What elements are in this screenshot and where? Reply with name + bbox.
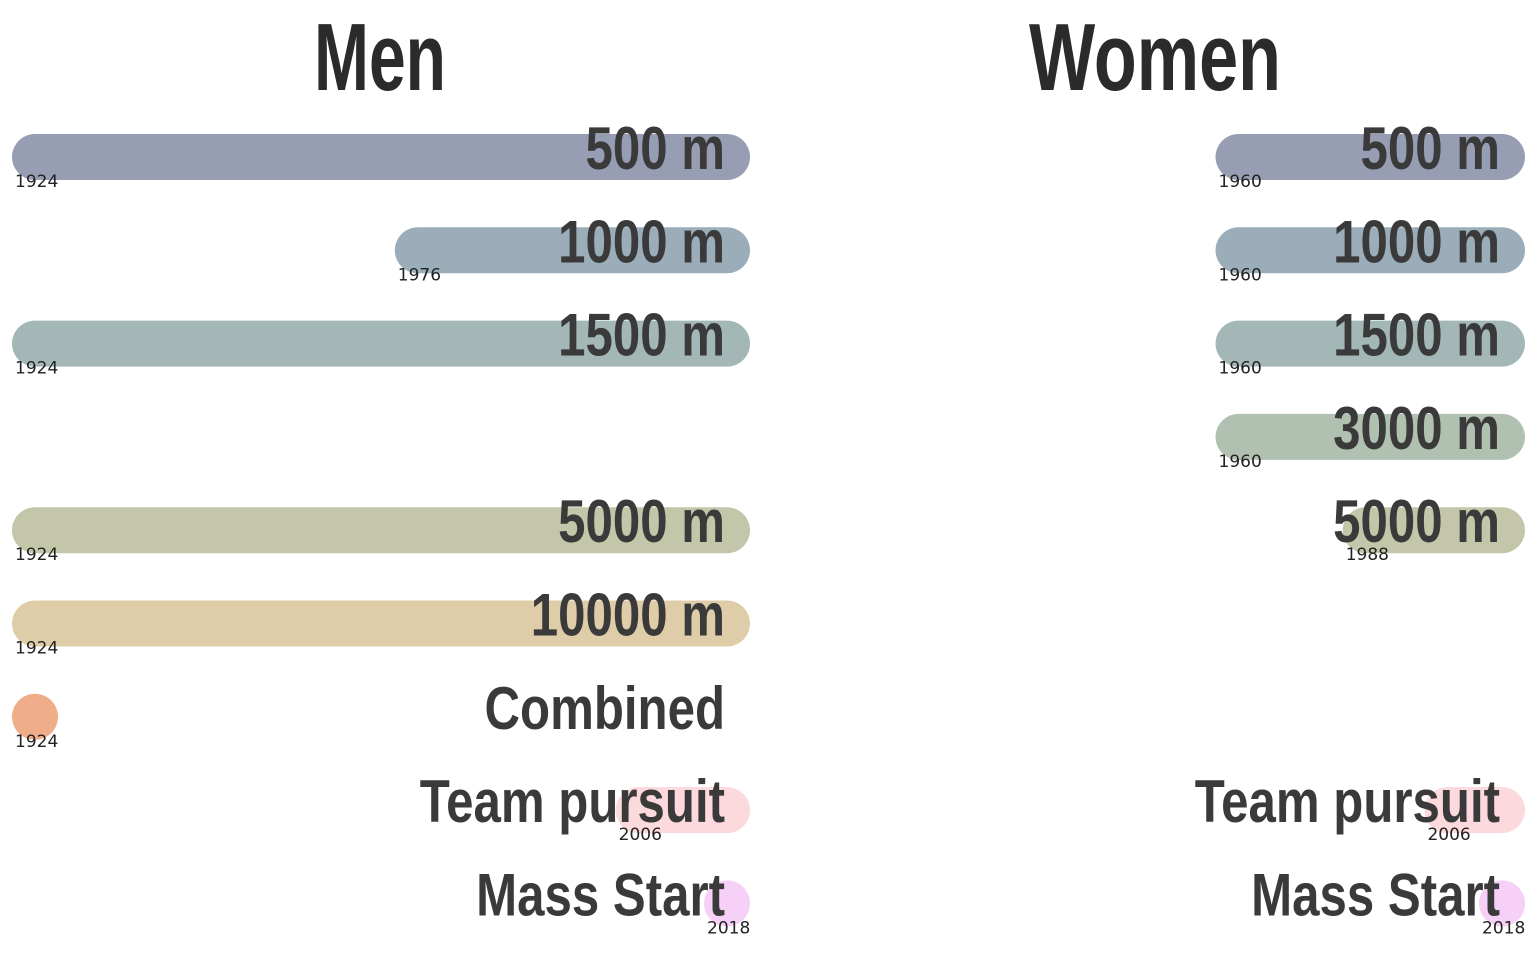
men-panel: Men 500 m 1924 1000 m 1976 1500 m 1924 5000 m 19… [12,4,750,938]
men-combined-label: Combined [484,674,725,742]
men-combined-bar [12,693,58,740]
women-5000-m-bar [1342,507,1525,554]
men-5000-m-start-year: 1924 [15,545,58,565]
men-500-m-label: 500 m [586,114,725,182]
men-10000-m-start-year: 1924 [15,639,58,659]
women-mass-start-label: Mass Start [1251,861,1500,929]
women-mass-start-bar [1479,880,1525,927]
men-5000-m-label: 5000 m [558,488,725,556]
women-panel-title: Women [1029,4,1281,111]
women-team-pursuit-start-year: 2006 [1427,825,1470,845]
women-3000-m-label: 3000 m [1333,394,1500,462]
men-mass-start-bar [704,880,750,927]
men-panel-title: Men [314,4,446,111]
men-10000-m-label: 10000 m [531,581,725,649]
women-1000-m-start-year: 1960 [1219,265,1262,285]
women-3000-m-bar [1215,413,1525,460]
men-combined-start-year: 1924 [15,732,58,752]
women-1000-m-label: 1000 m [1333,208,1500,276]
women-500-m-label: 500 m [1361,114,1500,182]
women-mass-start-start-year: 2018 [1482,918,1525,938]
women-panel: Women 500 m 1960 1000 m 1960 1500 m 1960 3000 m… [1029,4,1525,938]
men-5000-m-bar [12,507,750,554]
women-1500-m-start-year: 1960 [1219,359,1262,379]
women-5000-m-label: 5000 m [1333,488,1500,556]
women-500-m-bar [1215,134,1525,180]
women-3000-m-start-year: 1960 [1219,452,1262,472]
women-team-pursuit-label: Team pursuit [1195,767,1500,835]
men-1500-m-label: 1500 m [558,301,725,369]
men-team-pursuit-bar [615,787,750,834]
men-500-m-start-year: 1924 [15,172,58,192]
women-team-pursuit-bar [1424,787,1525,834]
men-1000-m-start-year: 1976 [398,265,441,285]
women-1500-m-bar [1215,320,1525,367]
men-10000-m-bar [12,600,750,647]
men-1000-m-bar [394,227,750,274]
men-mass-start-label: Mass Start [476,861,725,929]
men-1500-m-bar [12,320,750,367]
women-5000-m-start-year: 1988 [1346,545,1389,565]
women-500-m-start-year: 1960 [1219,172,1262,192]
men-team-pursuit-label: Team pursuit [420,767,725,835]
men-500-m-bar [12,134,750,180]
women-1000-m-bar [1215,227,1525,274]
women-1500-m-label: 1500 m [1333,301,1500,369]
men-1500-m-start-year: 1924 [15,359,58,379]
men-team-pursuit-start-year: 2006 [619,825,662,845]
men-mass-start-start-year: 2018 [707,918,750,938]
men-1000-m-label: 1000 m [558,208,725,276]
